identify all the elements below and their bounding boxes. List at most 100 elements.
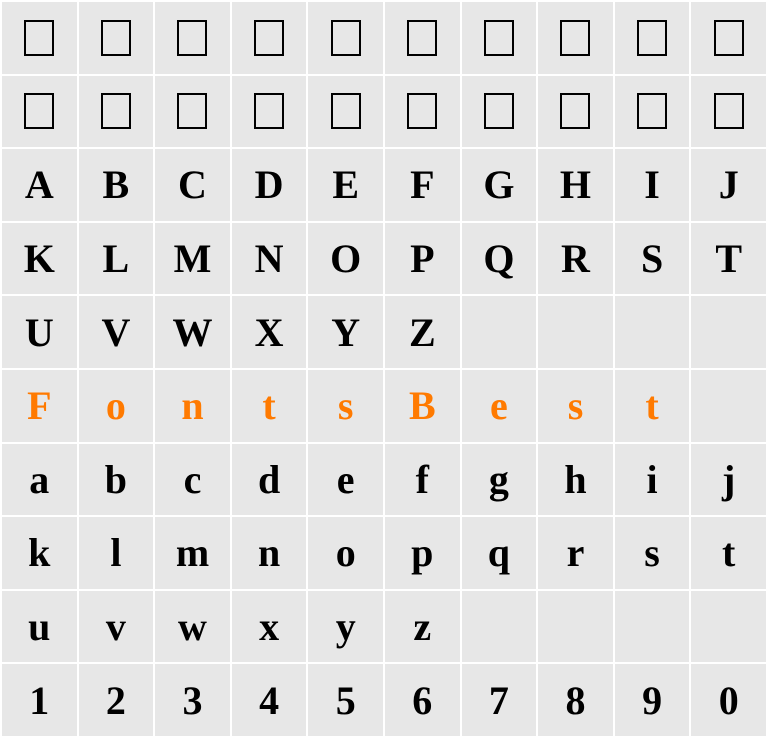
glyph-cell [615, 591, 690, 663]
glyph-cell [538, 76, 613, 148]
glyph-cell: s [538, 370, 613, 442]
glyph-cell: 6 [385, 664, 460, 736]
glyph-cell: T [691, 223, 766, 295]
glyph-cell: Z [385, 296, 460, 368]
glyph-cell: Q [462, 223, 537, 295]
glyph-cell: 5 [308, 664, 383, 736]
glyph-cell: F [2, 370, 77, 442]
glyph-cell [615, 2, 690, 74]
glyph-cell: G [462, 149, 537, 221]
glyph-cell: C [155, 149, 230, 221]
missing-glyph-box [101, 20, 131, 56]
glyph-cell [2, 2, 77, 74]
glyph-cell: 0 [691, 664, 766, 736]
glyph-cell: X [232, 296, 307, 368]
glyph-cell: M [155, 223, 230, 295]
glyph-cell [308, 2, 383, 74]
glyph-cell: w [155, 591, 230, 663]
glyph-cell: p [385, 517, 460, 589]
missing-glyph-box [101, 93, 131, 129]
glyph-cell: s [308, 370, 383, 442]
glyph-cell: L [79, 223, 154, 295]
glyph-cell: B [385, 370, 460, 442]
glyph-cell [308, 76, 383, 148]
glyph-cell: t [615, 370, 690, 442]
glyph-cell: r [538, 517, 613, 589]
glyph-cell: e [462, 370, 537, 442]
missing-glyph-box [484, 20, 514, 56]
glyph-cell: W [155, 296, 230, 368]
glyph-cell [462, 296, 537, 368]
missing-glyph-box [254, 20, 284, 56]
glyph-cell [691, 2, 766, 74]
glyph-cell [691, 370, 766, 442]
glyph-cell: R [538, 223, 613, 295]
glyph-cell: B [79, 149, 154, 221]
missing-glyph-box [331, 20, 361, 56]
glyph-cell: D [232, 149, 307, 221]
missing-glyph-box [714, 20, 744, 56]
glyph-grid: ABCDEFGHIJKLMNOPQRSTUVWXYZFontsBestabcde… [0, 0, 768, 738]
glyph-cell: m [155, 517, 230, 589]
glyph-cell [79, 2, 154, 74]
glyph-cell: I [615, 149, 690, 221]
missing-glyph-box [560, 20, 590, 56]
glyph-cell: u [2, 591, 77, 663]
glyph-cell: x [232, 591, 307, 663]
glyph-cell [2, 76, 77, 148]
glyph-cell: d [232, 444, 307, 516]
glyph-cell [615, 296, 690, 368]
glyph-cell: O [308, 223, 383, 295]
glyph-cell [385, 2, 460, 74]
glyph-cell: z [385, 591, 460, 663]
glyph-cell: g [462, 444, 537, 516]
glyph-cell [155, 76, 230, 148]
glyph-cell: f [385, 444, 460, 516]
glyph-cell: 1 [2, 664, 77, 736]
glyph-cell: t [691, 517, 766, 589]
glyph-cell [462, 591, 537, 663]
glyph-cell: P [385, 223, 460, 295]
glyph-cell: n [155, 370, 230, 442]
glyph-cell: H [538, 149, 613, 221]
missing-glyph-box [560, 93, 590, 129]
glyph-cell: J [691, 149, 766, 221]
missing-glyph-box [177, 93, 207, 129]
glyph-cell [691, 591, 766, 663]
glyph-cell: y [308, 591, 383, 663]
glyph-cell: K [2, 223, 77, 295]
glyph-cell [691, 76, 766, 148]
glyph-cell: k [2, 517, 77, 589]
glyph-cell: A [2, 149, 77, 221]
glyph-cell: Y [308, 296, 383, 368]
glyph-cell: N [232, 223, 307, 295]
missing-glyph-box [407, 20, 437, 56]
glyph-cell [615, 76, 690, 148]
glyph-cell [79, 76, 154, 148]
glyph-cell: h [538, 444, 613, 516]
glyph-cell: F [385, 149, 460, 221]
glyph-cell: o [308, 517, 383, 589]
glyph-cell: t [232, 370, 307, 442]
missing-glyph-box [714, 93, 744, 129]
glyph-cell: 7 [462, 664, 537, 736]
missing-glyph-box [637, 93, 667, 129]
missing-glyph-box [331, 93, 361, 129]
glyph-cell: 8 [538, 664, 613, 736]
glyph-cell: s [615, 517, 690, 589]
glyph-cell: 3 [155, 664, 230, 736]
glyph-cell: o [79, 370, 154, 442]
glyph-cell: i [615, 444, 690, 516]
glyph-cell: q [462, 517, 537, 589]
glyph-cell: U [2, 296, 77, 368]
glyph-cell: E [308, 149, 383, 221]
glyph-cell: c [155, 444, 230, 516]
glyph-cell: l [79, 517, 154, 589]
glyph-cell [462, 76, 537, 148]
glyph-cell: n [232, 517, 307, 589]
glyph-cell [462, 2, 537, 74]
glyph-cell [232, 2, 307, 74]
missing-glyph-box [24, 93, 54, 129]
glyph-cell: e [308, 444, 383, 516]
glyph-cell [538, 2, 613, 74]
